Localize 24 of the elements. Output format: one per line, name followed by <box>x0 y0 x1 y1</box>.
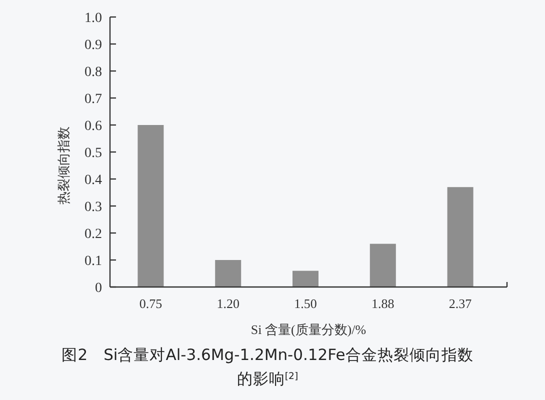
x-tick-label: 1.20 <box>216 296 240 311</box>
y-tick-label: 0.5 <box>84 146 102 161</box>
y-tick-label: 0.3 <box>84 200 102 215</box>
y-tick-label: 0.7 <box>84 92 102 107</box>
caption: 图2 Si含量对Al-3.6Mg-1.2Mn-0.12Fe合金热裂倾向指数的影响$^{[2]}$ <box>62 346 474 388</box>
y-tick-label: 0.8 <box>84 65 102 80</box>
x-tick-label: 2.37 <box>448 296 472 311</box>
y-tick-label: 0.9 <box>84 38 102 53</box>
y-tick-label: 1.0 <box>84 11 102 26</box>
x-tick-label: 1.50 <box>294 296 317 311</box>
bar <box>292 270 318 287</box>
x-axis-title: Si 含量(质量分数)/% <box>250 322 366 337</box>
bar <box>447 187 474 287</box>
x-tick-label: 1.88 <box>372 296 394 311</box>
bar <box>138 125 164 287</box>
y-tick-label: 0.2 <box>84 227 102 242</box>
bar <box>215 260 242 287</box>
y-tick-label: 0.4 <box>84 173 102 188</box>
y-tick-label: 0.6 <box>84 119 102 134</box>
y-tick-label: 0 <box>95 281 102 296</box>
bar <box>370 244 396 287</box>
y-axis-title: 热裂倾向指数 <box>56 126 71 204</box>
x-tick-label: 0.75 <box>139 296 162 311</box>
y-tick-label: 0.1 <box>84 254 102 269</box>
